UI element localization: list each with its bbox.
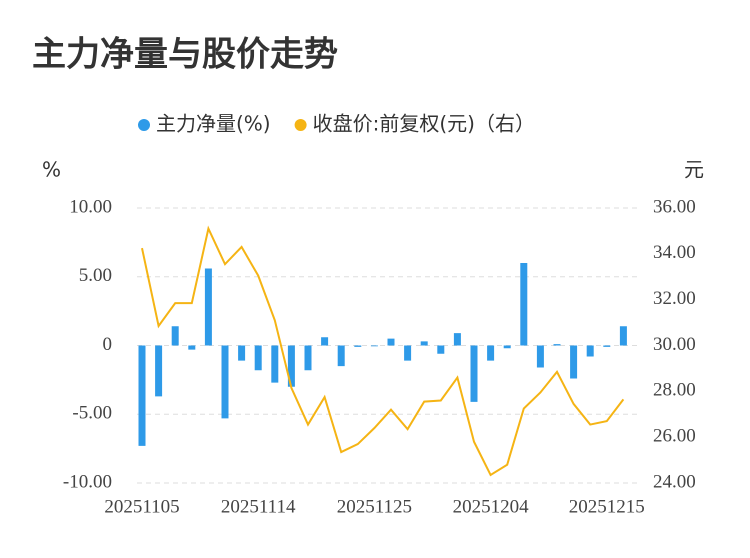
bar — [603, 345, 611, 347]
y2-tick-label: 28.00 — [653, 380, 696, 401]
bar — [536, 345, 544, 368]
bar — [404, 345, 412, 361]
bar — [503, 345, 511, 349]
bar — [254, 345, 262, 371]
bar — [453, 333, 461, 346]
bar — [321, 337, 329, 346]
chart-title: 主力净量与股价走势 — [32, 35, 338, 75]
y-tick-label: 0 — [103, 334, 113, 355]
price-line — [141, 225, 625, 477]
x-tick-label: 20251215 — [569, 496, 645, 517]
legend-marker — [138, 119, 150, 131]
x-tick-label: 20251114 — [221, 496, 296, 517]
bar — [387, 338, 395, 346]
y-axis-label: % — [42, 158, 61, 182]
y2-tick-label: 32.00 — [653, 288, 696, 309]
y2-tick-label: 24.00 — [653, 471, 696, 492]
y2-tick-label: 26.00 — [653, 426, 696, 447]
x-tick-label: 20251204 — [453, 496, 530, 517]
bar — [221, 345, 229, 419]
x-tick-label: 20251125 — [337, 496, 412, 517]
y-tick-label: -5.00 — [72, 403, 112, 424]
bar — [586, 345, 594, 357]
bar — [370, 345, 378, 347]
y2-tick-label: 30.00 — [653, 334, 696, 355]
bar — [420, 341, 428, 346]
bar — [304, 345, 312, 371]
bar — [470, 345, 478, 402]
bar — [354, 345, 362, 347]
y-tick-label: 10.00 — [69, 196, 112, 217]
y2-axis-label: 元 — [684, 158, 704, 182]
bar — [188, 345, 196, 350]
bar — [171, 326, 179, 346]
bar — [138, 345, 146, 446]
legend: 主力净量(%) 收盘价:前复权(元)（右） — [138, 112, 535, 136]
bar — [487, 345, 495, 361]
bar — [520, 263, 528, 346]
bar — [204, 268, 212, 346]
y-tick-label: 5.00 — [79, 265, 112, 286]
bar — [155, 345, 163, 397]
bar — [238, 345, 246, 361]
y-tick-label: -10.00 — [63, 471, 112, 492]
bar — [287, 345, 295, 387]
bar — [553, 344, 561, 346]
bar — [337, 345, 345, 367]
bar — [619, 326, 627, 346]
legend-label: 主力净量(%) — [156, 112, 271, 136]
legend-marker — [294, 119, 307, 131]
y2-tick-label: 34.00 — [653, 242, 696, 263]
x-tick-label: 20251105 — [104, 496, 179, 517]
y2-tick-label: 36.00 — [653, 196, 696, 217]
bar — [437, 345, 445, 354]
legend-label: 收盘价:前复权(元)（右） — [313, 112, 535, 136]
bar — [570, 345, 578, 379]
bar — [271, 345, 279, 383]
